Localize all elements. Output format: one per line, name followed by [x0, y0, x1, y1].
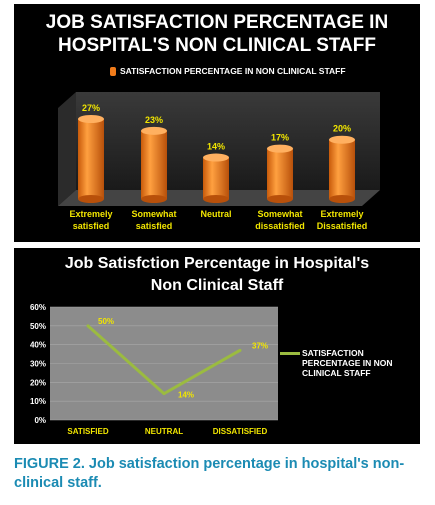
bar-data-label: 14% [207, 142, 225, 152]
bar-top [78, 115, 104, 123]
bar-base [78, 195, 104, 203]
point-data-label: 50% [98, 317, 114, 326]
figure-caption: FIGURE 2. Job satisfaction percentage in… [14, 456, 405, 491]
bar-top [203, 153, 229, 162]
line-chart-panel: Job Satisfction Percentage in Hospital's… [14, 248, 420, 444]
bar-chart-title-line2: HOSPITAL'S NON CLINICAL STAFF [57, 35, 376, 56]
category-label: Somewhat [257, 209, 302, 219]
bar [141, 126, 167, 203]
bar [78, 115, 104, 203]
bar-body [141, 130, 167, 199]
bar-body [267, 148, 293, 199]
bar-body [203, 157, 229, 199]
bar [329, 135, 355, 203]
x-tick-label: SATISFIED [67, 427, 108, 436]
bar-data-label: 17% [271, 133, 289, 143]
line-chart-legend-label: SATISFACTION PERCENTAGE IN NON CLINICAL … [302, 348, 393, 378]
data-point [162, 392, 166, 396]
bar-body [78, 119, 104, 199]
line-chart: 0% 10% 20% 30% 40% 50% 60% SATISFIED NEUTRAL DISS… [30, 303, 278, 436]
bar [267, 144, 293, 203]
category-label: satisfied [136, 221, 173, 231]
bar-chart-legend: SATISFACTION PERCENTAGE IN NON CLINICAL … [110, 66, 346, 77]
bar [203, 153, 229, 203]
chart-side-wall [58, 92, 76, 206]
bar-base [203, 195, 229, 203]
bar-body [329, 139, 355, 199]
legend-swatch [110, 67, 116, 77]
category-label: Extremely [320, 209, 363, 219]
category-label: Extremely [69, 209, 112, 219]
category-label: dissatisfied [255, 221, 305, 231]
y-tick-label: 50% [30, 322, 46, 331]
bar-chart-panel: JOB SATISFACTION PERCENTAGE IN HOSPITAL'… [14, 4, 420, 242]
bar-top [141, 126, 167, 135]
y-tick-label: 30% [30, 360, 46, 369]
bar-data-label: 27% [82, 103, 100, 113]
y-tick-label: 60% [30, 303, 46, 312]
data-point [238, 348, 242, 352]
category-label: Neutral [200, 209, 231, 219]
y-tick-label: 20% [30, 378, 46, 387]
category-label: Somewhat [131, 209, 176, 219]
line-chart-title-line1: Job Satisfction Percentage in Hospital's [64, 255, 370, 272]
category-label: satisfied [73, 221, 110, 231]
bar-data-label: 23% [145, 115, 163, 125]
bar-base [141, 195, 167, 203]
bar-chart: 27% Extremely satisfied 23% Somewhat satisfie… [58, 92, 380, 231]
bar-top [267, 144, 293, 153]
y-tick-label: 0% [34, 416, 46, 425]
line-chart-title-line2: Non Clinical Staff [150, 277, 284, 294]
bar-base [267, 195, 293, 203]
bar-base [329, 195, 355, 203]
bar-chart-legend-label: SATISFACTION PERCENTAGE IN NON CLINICAL … [120, 66, 346, 76]
bar-top [329, 135, 355, 144]
category-label: Dissatisfied [317, 221, 368, 231]
line-chart-legend: SATISFACTION PERCENTAGE IN NON CLINICAL … [280, 348, 417, 378]
point-data-label: 14% [178, 391, 194, 400]
x-tick-label: NEUTRAL [145, 427, 183, 436]
bar-data-label: 20% [333, 124, 351, 134]
x-tick-label: DISSATISFIED [213, 427, 268, 436]
bar-chart-title-line1: JOB SATISFACTION PERCENTAGE IN [45, 12, 389, 33]
data-point [86, 324, 90, 328]
y-tick-label: 10% [30, 397, 46, 406]
y-tick-label: 40% [30, 341, 46, 350]
point-data-label: 37% [252, 341, 268, 350]
legend-line-swatch [280, 352, 300, 355]
